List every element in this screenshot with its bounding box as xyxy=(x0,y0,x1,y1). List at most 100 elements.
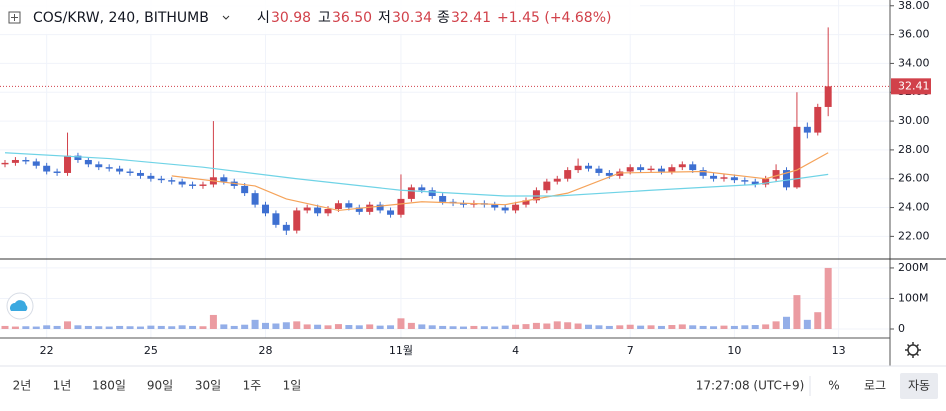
candle-body xyxy=(459,203,467,205)
expand-icon[interactable] xyxy=(8,11,21,24)
candle-body xyxy=(376,204,384,211)
x-tick-label: 7 xyxy=(627,344,634,357)
range-button[interactable]: 90일 xyxy=(147,379,173,393)
volume-bar xyxy=(418,324,426,329)
volume-bar xyxy=(814,312,822,329)
y-tick-label: 24.00 xyxy=(898,201,930,214)
x-tick-label: 13 xyxy=(832,344,846,357)
candle-body xyxy=(282,224,290,231)
volume-bar xyxy=(209,314,217,329)
candle-body xyxy=(303,207,311,211)
candle-body xyxy=(334,203,342,209)
y-tick-label: 28.00 xyxy=(898,143,930,156)
volume-bar xyxy=(189,325,197,329)
volume-bar xyxy=(397,318,405,329)
candle-body xyxy=(668,167,676,172)
volume-bar xyxy=(678,324,686,329)
volume-bar xyxy=(480,326,488,329)
moving-average xyxy=(171,152,829,212)
volume-bar xyxy=(376,325,384,329)
close-value: 32.41 xyxy=(451,10,491,26)
candle-body xyxy=(147,175,155,179)
symbol-dropdown[interactable] xyxy=(222,15,230,20)
candle-body xyxy=(262,204,269,214)
candle-body xyxy=(616,171,624,176)
x-tick-label: 11월 xyxy=(389,344,413,357)
volume-bar xyxy=(741,325,749,329)
candle-body xyxy=(136,172,144,176)
candle-body xyxy=(439,196,447,202)
volume-bar xyxy=(262,322,269,329)
candle-body xyxy=(491,204,499,208)
x-tick-label: 25 xyxy=(144,344,158,357)
candle-body xyxy=(814,106,822,133)
symbol[interactable]: COS/KRW, 240, BITHUMB xyxy=(33,10,209,26)
y-tick-label: 30.00 xyxy=(898,114,930,127)
volume-bar xyxy=(793,295,801,329)
volume-bar xyxy=(522,324,530,329)
candle-body xyxy=(189,184,197,186)
volume-bar xyxy=(220,324,228,329)
candle-body xyxy=(512,204,520,211)
range-button[interactable]: 1일 xyxy=(283,379,302,393)
legend-bg xyxy=(0,0,640,34)
volume-bar xyxy=(241,324,249,329)
volume-bar xyxy=(74,325,82,329)
volume-bar xyxy=(84,325,92,329)
candle-body xyxy=(720,177,728,179)
volume-bar xyxy=(199,326,207,329)
volume-bar xyxy=(585,324,593,329)
candle-body xyxy=(657,168,665,172)
volume-tick-label: 0 xyxy=(898,322,905,335)
candle-body xyxy=(501,207,509,211)
range-button[interactable]: 1주 xyxy=(243,379,262,393)
plot xyxy=(0,27,890,329)
candle-body xyxy=(345,203,353,208)
range-button[interactable]: 180일 xyxy=(92,379,126,393)
candle-body xyxy=(116,168,124,172)
range-button[interactable]: 30일 xyxy=(195,379,221,393)
volume-bar xyxy=(157,325,165,329)
candle-body xyxy=(418,187,426,191)
volume-bar xyxy=(53,325,61,329)
volume-bar xyxy=(512,324,520,329)
candle-body xyxy=(824,86,832,107)
volume-bar xyxy=(783,316,790,329)
y-tick-label: 38.00 xyxy=(898,0,930,12)
volume-bar xyxy=(282,322,290,329)
percent-button[interactable]: % xyxy=(828,379,839,393)
volume-bar xyxy=(459,326,467,329)
volume-bar xyxy=(334,324,342,329)
x-tick-label: 10 xyxy=(727,344,741,357)
volume-bar xyxy=(251,319,259,329)
volume-bar xyxy=(751,325,759,329)
candle-body xyxy=(605,172,613,176)
volume-bar xyxy=(657,325,665,329)
log-button[interactable]: 로그 xyxy=(864,379,886,393)
candle-body xyxy=(11,159,19,163)
volume-bar xyxy=(626,324,634,329)
candle-body xyxy=(783,170,790,188)
volume-bar xyxy=(762,324,770,329)
candle-body xyxy=(43,165,51,172)
candle-body xyxy=(803,126,811,133)
range-button[interactable]: 1년 xyxy=(53,379,72,393)
candle-body xyxy=(199,184,207,186)
candle-body xyxy=(314,207,322,214)
volume-bar xyxy=(32,326,40,329)
low-label: 저 xyxy=(378,10,391,26)
volume-bar xyxy=(407,322,415,329)
candle-body xyxy=(126,171,134,173)
candle-body xyxy=(251,193,259,205)
volume-bar xyxy=(564,322,572,329)
volume-bar xyxy=(710,326,718,329)
volume-bar xyxy=(730,325,738,329)
y-tick-label: 34.00 xyxy=(898,56,930,69)
candle-body xyxy=(585,165,593,169)
volume-bar xyxy=(95,326,103,329)
range-button[interactable]: 2년 xyxy=(13,379,32,393)
auto-button[interactable]: 자동 xyxy=(908,379,930,393)
auto-button-bg[interactable] xyxy=(900,373,938,399)
candle-body xyxy=(564,170,572,179)
